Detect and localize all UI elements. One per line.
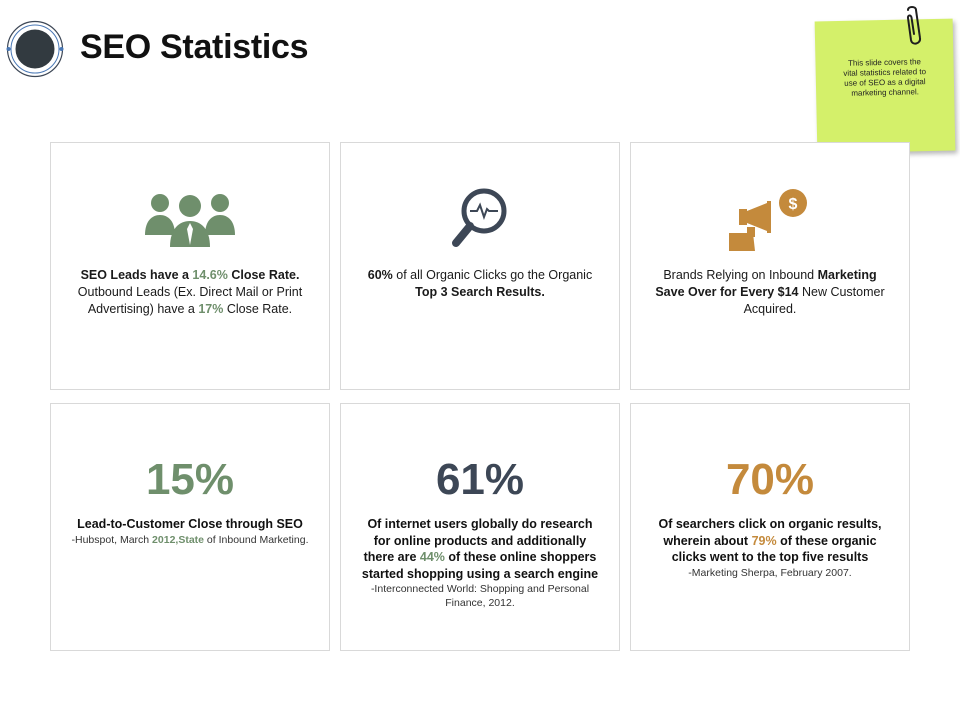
brands-text-3: New Customer Acquired. — [743, 285, 885, 316]
internet-text-1: Of internet users globally do research f… — [363, 517, 593, 564]
internet-users-headline: Of internet users globally do research f… — [361, 516, 599, 610]
searchers-headline: Of searchers click on organic results, w… — [651, 516, 889, 580]
megaphone-dollar-icon: $ — [729, 189, 807, 251]
card-organic-clicks-text: 60% of all Organic Clicks go the Organic… — [363, 267, 597, 301]
team-icon — [145, 194, 235, 247]
card-inbound-marketing-text: Brands Relying on Inbound Marketing Save… — [653, 267, 887, 318]
close-rate-source: -Hubspot, March 2012,State of Inbound Ma… — [71, 533, 309, 547]
searchers-headline-text: Of searchers click on organic results, w… — [651, 516, 889, 566]
leads-value-1: 14.6% — [192, 268, 228, 282]
card-seo-leads-text: SEO Leads have a 14.6% Close Rate. Outbo… — [73, 267, 307, 318]
close-rate-source-1: -Hubspot, March — [71, 533, 153, 546]
internet-users-source: -Interconnected World: Shopping and Pers… — [370, 583, 590, 609]
card-internet-users: 61% Of internet users globally do resear… — [340, 403, 620, 651]
clicks-text-2: Top 3 Search Results. — [415, 285, 545, 299]
leads-text-2: Close Rate. — [227, 268, 300, 282]
card-searchers: 70% Of searchers click on organic result… — [630, 403, 910, 651]
close-rate-headline: Lead-to-Customer Close through SEO -Hubs… — [71, 516, 309, 547]
searchers-value: 70% — [725, 455, 815, 504]
close-rate-source-3: of Inbound Marketing. — [204, 533, 309, 546]
svg-text:$: $ — [789, 196, 798, 213]
close-rate-value: 15% — [145, 455, 235, 504]
leads-text-3: Outbound Leads (Ex. Direct Mail or Print… — [77, 285, 303, 316]
logo-icon — [6, 20, 64, 78]
close-rate-headline-text: Lead-to-Customer Close through SEO — [77, 517, 303, 531]
card-seo-leads: SEO Leads have a 14.6% Close Rate. Outbo… — [50, 142, 330, 390]
searchers-text-1: Of searchers click on organic results, w… — [658, 517, 882, 548]
page-title: SEO Statistics — [80, 28, 309, 66]
card-close-rate: 15% Lead-to-Customer Close through SEO -… — [50, 403, 330, 651]
clicks-value-1: 60% — [367, 268, 393, 282]
sticky-note-text: This slide covers the vital statistics r… — [843, 57, 927, 98]
searchers-source: -Marketing Sherpa, February 2007. — [688, 566, 852, 579]
paperclip-icon — [906, 6, 922, 45]
searchers-text-3: of these organic clicks went to the top … — [671, 533, 877, 565]
brands-text-2: Marketing Save Over for Every $14 — [655, 268, 877, 299]
internet-users-value: 61% — [435, 455, 525, 504]
searchers-value-2: 79% — [751, 533, 777, 548]
internet-users-headline-text: Of internet users globally do research f… — [361, 516, 599, 582]
internet-value-2: 44% — [419, 550, 445, 564]
close-rate-source-2: 2012,State — [152, 533, 204, 546]
leads-value-2: 17% — [198, 302, 224, 316]
leads-text-4: Close Rate. — [223, 302, 293, 316]
search-analytics-icon — [452, 188, 507, 247]
sticky-note: This slide covers the vital statistics r… — [814, 18, 956, 154]
card-inbound-marketing: $ Brands Relying on Inbound Marketing Sa… — [630, 142, 910, 390]
clicks-text-1: of all Organic Clicks go the Organic — [392, 268, 593, 282]
internet-text-3: of these online shoppers started shoppin… — [361, 550, 599, 581]
card-organic-clicks: 60% of all Organic Clicks go the Organic… — [340, 142, 620, 390]
leads-text-1: SEO Leads have a — [80, 268, 193, 282]
brands-text-1: Brands Relying on Inbound — [663, 268, 818, 282]
